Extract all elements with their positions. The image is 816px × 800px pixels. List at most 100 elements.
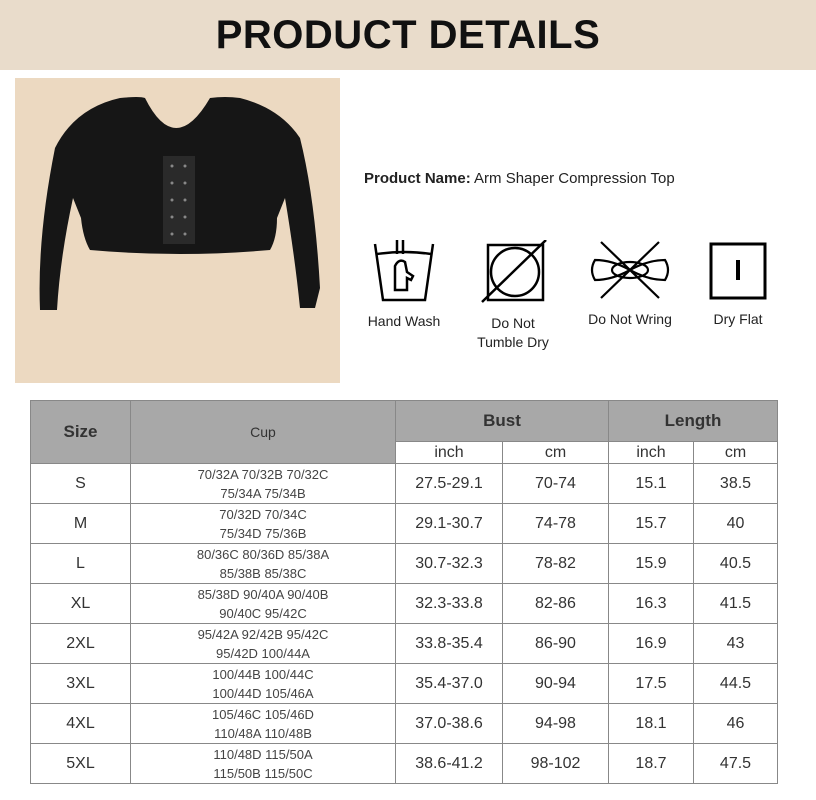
bust-inch-cell: 29.1-30.7 bbox=[395, 503, 503, 544]
care-dry-flat: Dry Flat bbox=[704, 240, 772, 329]
care-label: Hand Wash bbox=[367, 313, 441, 329]
length-inch-cell: 17.5 bbox=[608, 663, 694, 704]
product-name-value: Arm Shaper Compression Top bbox=[474, 170, 675, 187]
length-cm-cell: 47.5 bbox=[693, 743, 778, 784]
size-cell: 2XL bbox=[30, 623, 131, 664]
bust-cm-cell: 82-86 bbox=[502, 583, 609, 624]
bust-inch-cell: 32.3-33.8 bbox=[395, 583, 503, 624]
bust-cm-cell: 94-98 bbox=[502, 703, 609, 744]
table-row: M 70/32D 70/34C 75/34D 75/36B 29.1-30.7 74-7… bbox=[30, 503, 778, 544]
bust-cm-cell: 86-90 bbox=[502, 623, 609, 664]
cup-line: 75/34D 75/36B bbox=[219, 525, 307, 541]
do-not-tumble-dry-icon bbox=[481, 240, 547, 303]
length-cm-cell: 46 bbox=[693, 703, 778, 744]
cup-line: 110/48D 115/50A bbox=[213, 746, 313, 762]
length-inch-cell: 18.7 bbox=[608, 743, 694, 784]
table-row: 4XL 105/46C 105/46D 110/48A 110/48B 37.0-38… bbox=[30, 703, 778, 744]
care-label: Do Not Tumble Dry bbox=[477, 315, 549, 350]
size-cell: 5XL bbox=[30, 743, 131, 784]
care-do-not-tumble-dry: Do Not Tumble Dry bbox=[470, 240, 556, 352]
length-cm-cell: 40.5 bbox=[693, 543, 778, 584]
header-cup: Cup bbox=[130, 400, 396, 464]
cup-line: 80/36C 80/36D 85/38A bbox=[196, 546, 330, 562]
cup-line: 95/42D 100/44A bbox=[216, 645, 310, 661]
table-row: 5XL 110/48D 115/50A 115/50B 115/50C 38.6-41… bbox=[30, 743, 778, 784]
size-cell: S bbox=[30, 463, 131, 504]
product-name: Product Name: Arm Shaper Compression Top bbox=[364, 170, 675, 187]
cup-line: 95/42A 92/42B 95/42C bbox=[197, 626, 329, 642]
cup-cell: 70/32A 70/32B 70/32C 75/34A 75/34B bbox=[130, 463, 396, 504]
cup-line: 70/32D 70/34C bbox=[219, 506, 307, 522]
length-inch-cell: 16.9 bbox=[608, 623, 694, 664]
table-row: S 70/32A 70/32B 70/32C 75/34A 75/34B 27.5-2… bbox=[30, 463, 778, 504]
cup-cell: 110/48D 115/50A 115/50B 115/50C bbox=[130, 743, 396, 784]
care-hand-wash: Hand Wash bbox=[362, 240, 446, 331]
cup-cell: 100/44B 100/44C 100/44D 105/46A bbox=[130, 663, 396, 704]
header-bust: Bust bbox=[395, 400, 609, 442]
size-cell: L bbox=[30, 543, 131, 584]
header-length: Length bbox=[608, 400, 778, 442]
bust-cm-cell: 70-74 bbox=[502, 463, 609, 504]
hand-wash-icon bbox=[373, 240, 435, 302]
bust-inch-cell: 37.0-38.6 bbox=[395, 703, 503, 744]
cup-cell: 85/38D 90/40A 90/40B 90/40C 95/42C bbox=[130, 583, 396, 624]
table-row: XL 85/38D 90/40A 90/40B 90/40C 95/42C 32.3-… bbox=[30, 583, 778, 624]
header-length-cm: cm bbox=[693, 441, 778, 464]
cup-cell: 105/46C 105/46D 110/48A 110/48B bbox=[130, 703, 396, 744]
cup-cell: 70/32D 70/34C 75/34D 75/36B bbox=[130, 503, 396, 544]
care-do-not-wring: Do Not Wring bbox=[582, 240, 678, 329]
bust-cm-cell: 98-102 bbox=[502, 743, 609, 784]
bust-inch-cell: 33.8-35.4 bbox=[395, 623, 503, 664]
do-not-wring-icon bbox=[590, 241, 670, 299]
dry-flat-icon bbox=[709, 242, 767, 300]
header-bust-cm: cm bbox=[502, 441, 609, 464]
table-row: 2XL 95/42A 92/42B 95/42C 95/42D 100/44A 33.… bbox=[30, 623, 778, 664]
header-length-inch: inch bbox=[608, 441, 694, 464]
cup-cell: 95/42A 92/42B 95/42C 95/42D 100/44A bbox=[130, 623, 396, 664]
bust-inch-cell: 27.5-29.1 bbox=[395, 463, 503, 504]
cup-line: 85/38B 85/38C bbox=[219, 565, 307, 581]
product-name-label: Product Name: bbox=[364, 170, 471, 187]
length-inch-cell: 18.1 bbox=[608, 703, 694, 744]
size-cell: 4XL bbox=[30, 703, 131, 744]
table-row: 3XL 100/44B 100/44C 100/44D 105/46A 35.4-37… bbox=[30, 663, 778, 704]
bust-cm-cell: 74-78 bbox=[502, 503, 609, 544]
care-label: Dry Flat bbox=[713, 311, 763, 327]
length-cm-cell: 43 bbox=[693, 623, 778, 664]
cup-line: 105/46C 105/46D bbox=[212, 706, 314, 722]
bust-cm-cell: 78-82 bbox=[502, 543, 609, 584]
length-inch-cell: 16.3 bbox=[608, 583, 694, 624]
care-label: Do Not Wring bbox=[588, 311, 672, 327]
length-cm-cell: 44.5 bbox=[693, 663, 778, 704]
cup-line: 75/34A 75/34B bbox=[220, 485, 306, 501]
size-chart: Size Cup Bust Length inch cm inch cm S 70… bbox=[30, 400, 778, 784]
size-cell: XL bbox=[30, 583, 131, 624]
cup-line: 115/50B 115/50C bbox=[213, 765, 313, 781]
cup-line: 100/44D 105/46A bbox=[212, 685, 314, 701]
cup-line: 110/48A 110/48B bbox=[214, 725, 312, 741]
bust-inch-cell: 30.7-32.3 bbox=[395, 543, 503, 584]
bust-inch-cell: 38.6-41.2 bbox=[395, 743, 503, 784]
compression-top-image bbox=[39, 97, 321, 310]
banner: PRODUCT DETAILS bbox=[0, 0, 816, 70]
bust-cm-cell: 90-94 bbox=[502, 663, 609, 704]
size-cell: M bbox=[30, 503, 131, 544]
product-image bbox=[15, 78, 340, 383]
page-title: PRODUCT DETAILS bbox=[215, 12, 601, 57]
length-cm-cell: 40 bbox=[693, 503, 778, 544]
length-cm-cell: 41.5 bbox=[693, 583, 778, 624]
cup-line: 100/44B 100/44C bbox=[212, 666, 314, 682]
bust-inch-cell: 35.4-37.0 bbox=[395, 663, 503, 704]
cup-line: 85/38D 90/40A 90/40B bbox=[197, 586, 329, 602]
table-row: L 80/36C 80/36D 85/38A 85/38B 85/38C 30.7-3… bbox=[30, 543, 778, 584]
length-inch-cell: 15.9 bbox=[608, 543, 694, 584]
length-cm-cell: 38.5 bbox=[693, 463, 778, 504]
header-bust-inch: inch bbox=[395, 441, 503, 464]
size-cell: 3XL bbox=[30, 663, 131, 704]
length-inch-cell: 15.7 bbox=[608, 503, 694, 544]
cup-line: 90/40C 95/42C bbox=[219, 605, 307, 621]
cup-line: 70/32A 70/32B 70/32C bbox=[197, 466, 329, 482]
cup-cell: 80/36C 80/36D 85/38A 85/38B 85/38C bbox=[130, 543, 396, 584]
length-inch-cell: 15.1 bbox=[608, 463, 694, 504]
header-size: Size bbox=[30, 400, 131, 464]
